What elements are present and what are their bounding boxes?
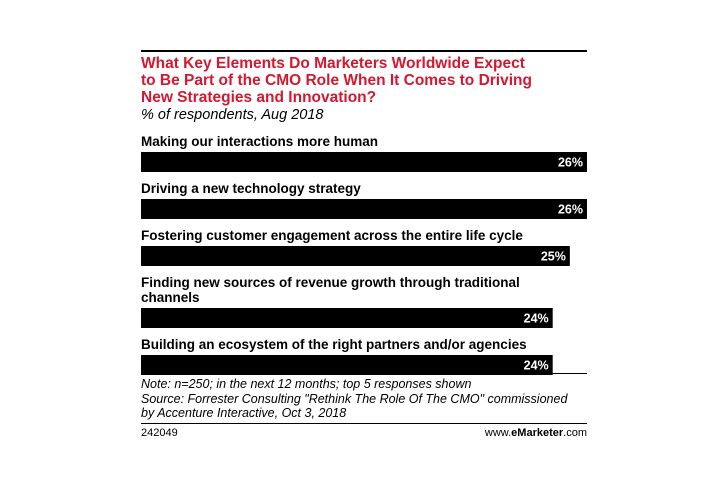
chart-card: What Key Elements Do Marketers Worldwide… (141, 0, 587, 485)
bar-label: channels (141, 290, 200, 305)
bar (141, 199, 587, 219)
bar-label: Finding new sources of revenue growth th… (141, 275, 520, 290)
bar (141, 355, 553, 375)
bar-label: Fostering customer engagement across the… (141, 228, 523, 243)
brand-link[interactable]: www.eMarketer.com (485, 427, 587, 439)
note-line: Note: n=250; in the next 12 months; top … (141, 377, 472, 391)
bar-value-label: 26% (558, 203, 583, 217)
source-line: Source: Forrester Consulting "Rethink Th… (141, 391, 568, 406)
bar-label: Driving a new technology strategy (141, 181, 361, 196)
top-rule (141, 50, 587, 52)
bar-value-label: 24% (524, 312, 549, 326)
notes-rule (141, 373, 587, 374)
chart-id: 242049 (141, 427, 178, 439)
source-line-cont: by Accenture Interactive, Oct 3, 2018 (141, 406, 347, 420)
bar-value-label: 24% (524, 359, 549, 373)
bar-value-label: 25% (541, 250, 566, 264)
bar (141, 308, 553, 328)
bar-value-label: 26% (558, 156, 583, 170)
bar-label: Building an ecosystem of the right partn… (141, 337, 527, 352)
footer-rule (141, 423, 587, 424)
chart-notes: Note: n=250; in the next 12 months; top … (141, 377, 587, 421)
brand-prefix: www. (484, 427, 512, 439)
bar-label: Making our interactions more human (141, 134, 378, 149)
brand-suffix: .com (563, 427, 587, 439)
chart-subtitle: % of respondents, Aug 2018 (141, 107, 324, 123)
bar-chart: Making our interactions more human 26% Dri… (141, 134, 587, 375)
brand-name: eMarketer (511, 427, 564, 439)
bar (141, 152, 587, 172)
chart-title: What Key Elements Do Marketers Worldwide… (141, 55, 532, 106)
bar (141, 246, 570, 266)
